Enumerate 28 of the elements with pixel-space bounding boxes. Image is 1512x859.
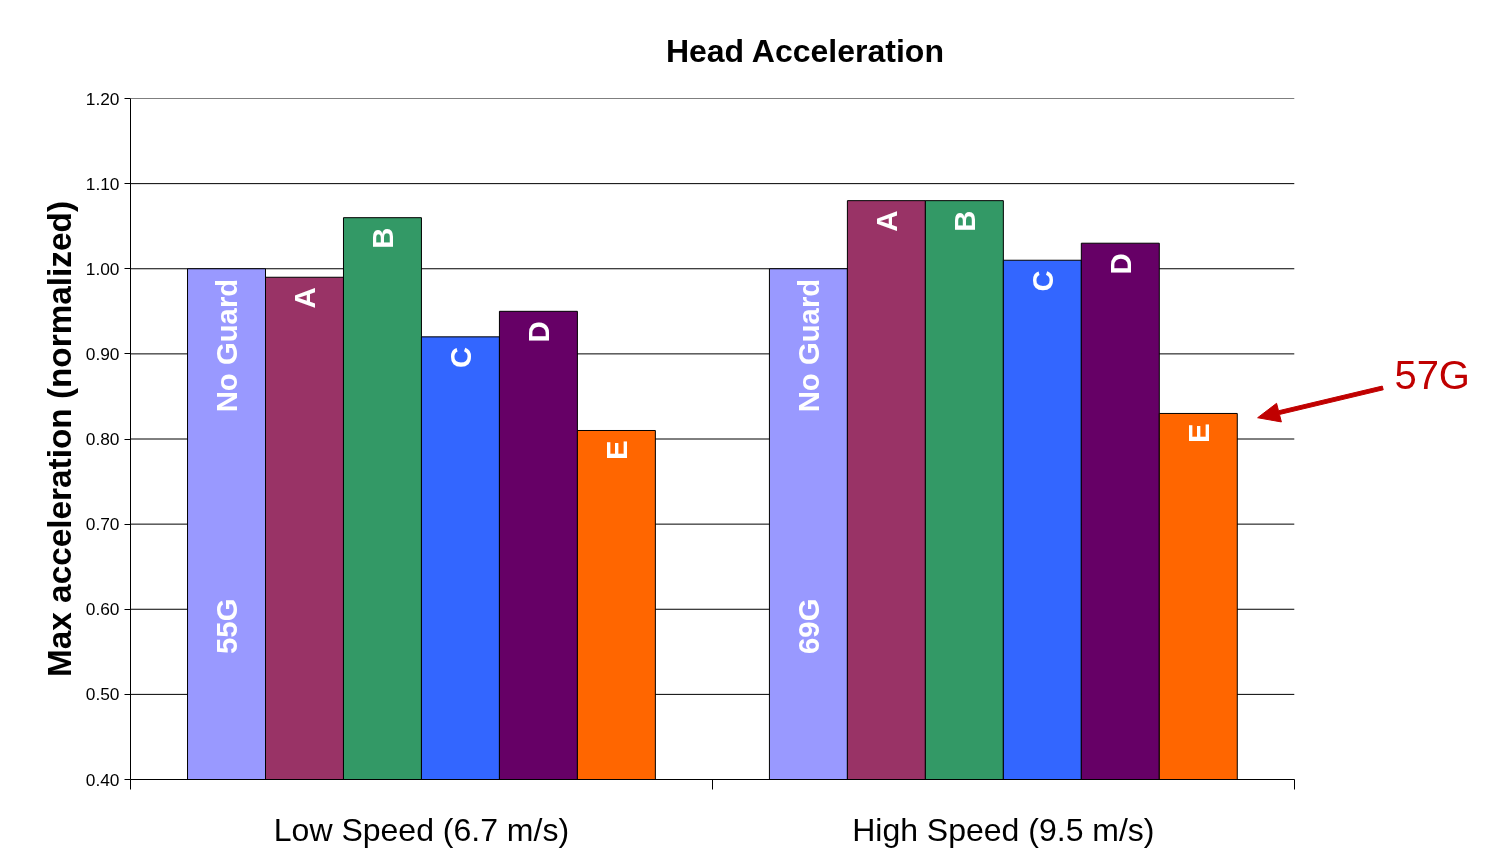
series-label: B [365, 227, 399, 249]
x-tick-label: High Speed (9.5 m/s) [852, 811, 1155, 848]
text: D [521, 321, 555, 343]
y-tick-label: 1.00 [85, 258, 120, 279]
text: B [947, 210, 981, 232]
series-label: E [599, 440, 633, 461]
y-tick-label: 0.70 [85, 514, 120, 535]
series-label: No Guard [210, 278, 244, 413]
text: A [287, 287, 321, 309]
annotation: 69G [791, 598, 825, 654]
y-tick-label: 0.60 [85, 599, 120, 620]
text: C [1025, 270, 1059, 292]
y-tick-label: 0.50 [85, 684, 120, 705]
series-label: A [869, 210, 903, 232]
series-label: D [1103, 253, 1137, 275]
annotation: 55G [210, 598, 244, 654]
y-tick-label: 0.40 [85, 769, 120, 790]
series-label: C [443, 346, 477, 369]
y-tick-label: 1.10 [85, 173, 120, 194]
text: No Guard [791, 278, 825, 413]
y-tick-label: 1.20 [85, 88, 120, 109]
y-axis-title: Max acceleration (normalized) [40, 201, 78, 677]
x-tick-label: Low Speed (6.7 m/s) [273, 811, 570, 848]
y-tick-label: 0.80 [85, 429, 120, 449]
y-tick-label: 0.90 [85, 343, 120, 364]
text: 57G [1394, 353, 1470, 398]
chart-title: Head Acceleration [665, 32, 944, 69]
text: E [1181, 423, 1215, 444]
